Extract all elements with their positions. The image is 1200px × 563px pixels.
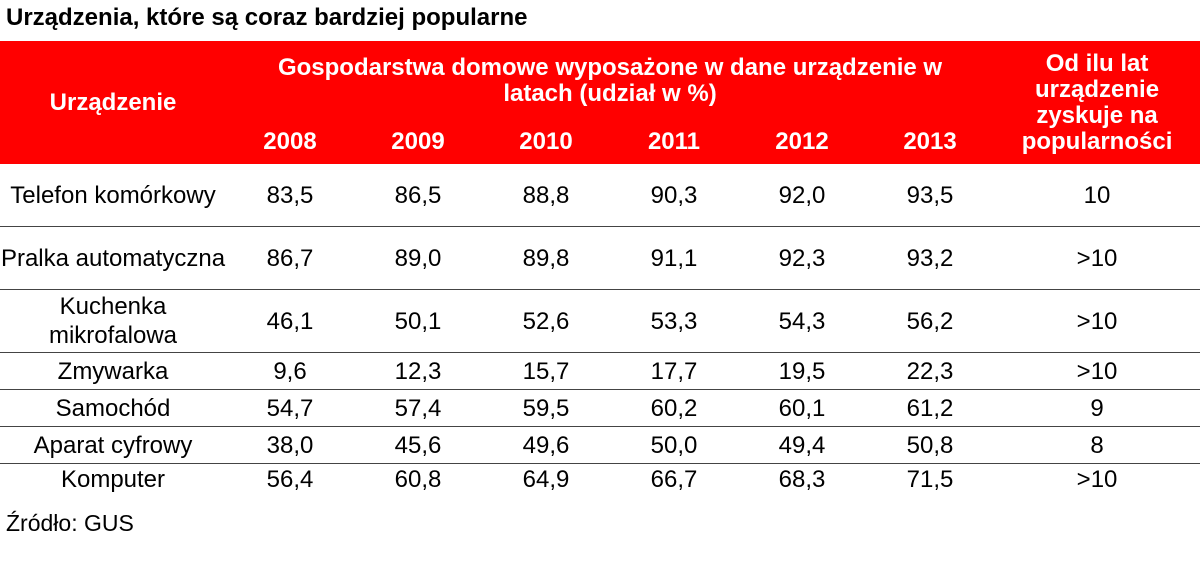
value-cell: 89,8 — [482, 226, 610, 290]
value-cell: 68,3 — [778, 466, 826, 493]
header-year: 2011 — [610, 119, 738, 164]
since-cell: >10 — [1076, 466, 1118, 493]
value-cell: 46,1 — [226, 289, 354, 353]
header-since: Od ilu lat urządzenie zyskuje na popular… — [994, 41, 1200, 164]
value-cell: 9,6 — [226, 352, 354, 390]
since-cell: >10 — [994, 289, 1200, 353]
value-cell: 54,7 — [226, 389, 354, 427]
value-cell: 60,1 — [738, 389, 866, 427]
table-row: Telefon komórkowy 83,5 86,5 88,8 90,3 92,0 93,… — [0, 164, 1200, 227]
value-cell: 50,8 — [866, 426, 995, 464]
value-cell: 19,5 — [738, 352, 866, 390]
device-cell: Komputer — [60, 466, 166, 493]
value-cell: 91,1 — [610, 226, 738, 290]
table-body: Telefon komórkowy 83,5 86,5 88,8 90,3 92,0 93,… — [0, 164, 1200, 501]
value-cell: 86,5 — [354, 164, 482, 227]
table-row: Samochód 54,7 57,4 59,5 60,2 60,1 61,2 9 — [0, 389, 1200, 427]
header-year: 2012 — [738, 119, 866, 164]
value-cell: 45,6 — [354, 426, 482, 464]
table-row: Komputer 56,4 60,8 64,9 66,7 68,3 71,5 >10 — [0, 464, 1200, 502]
value-cell: 83,5 — [226, 164, 354, 227]
value-cell: 53,3 — [610, 289, 738, 353]
value-cell: 17,7 — [610, 352, 738, 390]
table-row: Pralka automatyczna 86,7 89,0 89,8 91,1 92,3 9… — [0, 226, 1200, 290]
value-cell: 50,1 — [354, 289, 482, 353]
since-cell: 9 — [994, 389, 1200, 427]
device-cell: Samochód — [0, 389, 226, 427]
source-note: Źródło: GUS — [6, 510, 134, 536]
value-cell: 66,7 — [650, 466, 698, 493]
table-title: Urządzenia, które są coraz bardziej popu… — [6, 4, 528, 31]
value-cell: 50,0 — [610, 426, 738, 464]
value-cell: 49,6 — [482, 426, 610, 464]
value-cell: 57,4 — [354, 389, 482, 427]
header-share-group: Gospodarstwa domowe wyposażone w dane ur… — [226, 41, 995, 119]
device-cell: Aparat cyfrowy — [0, 426, 226, 464]
value-cell: 93,5 — [866, 164, 995, 227]
value-cell: 71,5 — [906, 466, 954, 493]
header-device: Urządzenie — [0, 41, 226, 164]
table-row: Zmywarka 9,6 12,3 15,7 17,7 19,5 22,3 >10 — [0, 352, 1200, 390]
device-cell: Kuchenka mikrofalowa — [0, 289, 226, 353]
since-cell: 8 — [994, 426, 1200, 464]
since-cell: >10 — [994, 352, 1200, 390]
value-cell: 93,2 — [866, 226, 995, 290]
value-cell: 88,8 — [482, 164, 610, 227]
data-table: Urządzenie Gospodarstwa domowe wyposażon… — [0, 41, 1200, 501]
device-cell: Zmywarka — [0, 352, 226, 390]
value-cell: 54,3 — [738, 289, 866, 353]
value-cell: 90,3 — [610, 164, 738, 227]
table-row: Kuchenka mikrofalowa 46,1 50,1 52,6 53,3 54,3… — [0, 289, 1200, 353]
value-cell: 86,7 — [226, 226, 354, 290]
value-cell: 56,2 — [866, 289, 995, 353]
device-cell: Pralka automatyczna — [0, 226, 226, 290]
value-cell: 52,6 — [482, 289, 610, 353]
value-cell: 92,3 — [738, 226, 866, 290]
value-cell: 89,0 — [354, 226, 482, 290]
header-year: 2010 — [482, 119, 610, 164]
header-year: 2013 — [866, 119, 995, 164]
table-header: Urządzenie Gospodarstwa domowe wyposażon… — [0, 41, 1200, 164]
value-cell: 61,2 — [866, 389, 995, 427]
value-cell: 60,2 — [610, 389, 738, 427]
value-cell: 49,4 — [738, 426, 866, 464]
since-cell: >10 — [994, 226, 1200, 290]
value-cell: 12,3 — [354, 352, 482, 390]
value-cell: 38,0 — [226, 426, 354, 464]
since-cell: 10 — [994, 164, 1200, 227]
value-cell: 92,0 — [738, 164, 866, 227]
value-cell: 60,8 — [394, 466, 442, 493]
table-row: Aparat cyfrowy 38,0 45,6 49,6 50,0 49,4 50,8 8 — [0, 426, 1200, 464]
header-year: 2009 — [354, 119, 482, 164]
value-cell: 15,7 — [482, 352, 610, 390]
header-year: 2008 — [226, 119, 354, 164]
value-cell: 64,9 — [522, 466, 570, 493]
value-cell: 22,3 — [866, 352, 995, 390]
value-cell: 56,4 — [266, 466, 314, 493]
device-cell: Telefon komórkowy — [0, 164, 226, 227]
value-cell: 59,5 — [482, 389, 610, 427]
